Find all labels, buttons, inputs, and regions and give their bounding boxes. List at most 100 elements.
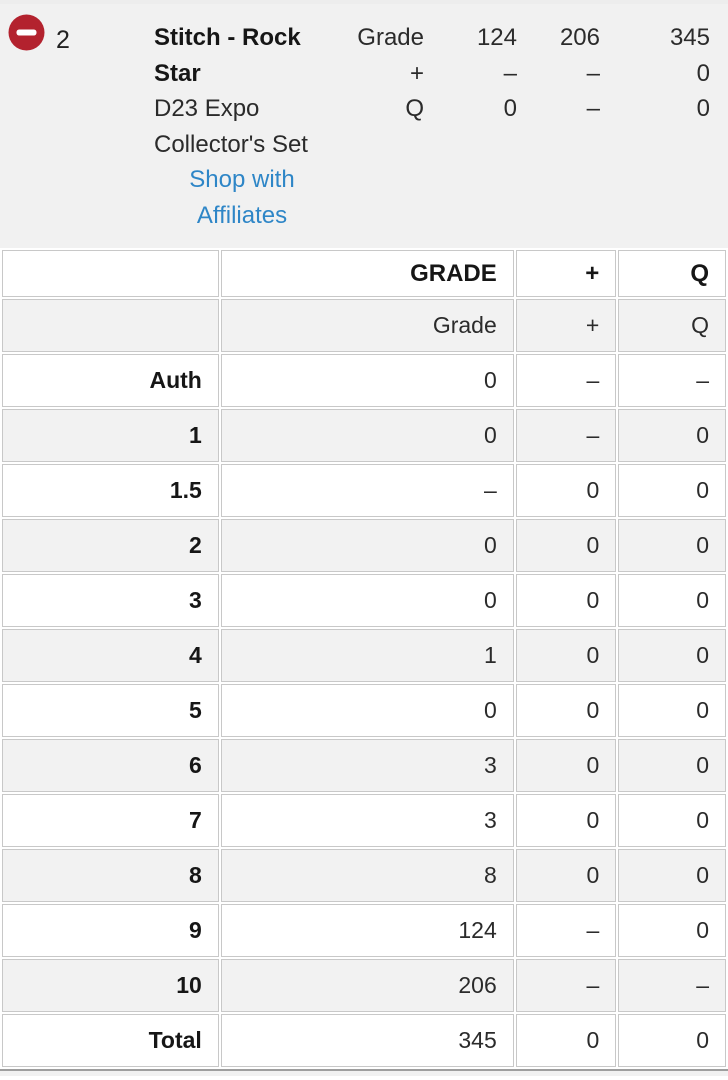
summary-column: 345 0 0 (600, 20, 710, 233)
plus-count-cell: – (515, 354, 617, 407)
q-count-cell: 0 (618, 629, 726, 682)
plus-column-header: + (515, 250, 617, 297)
q-count-cell: 0 (618, 519, 726, 572)
grade-count-cell: 0 (220, 409, 514, 462)
table-row: 6 3 0 0 (2, 739, 726, 792)
summary-q-value: 0 (503, 95, 517, 122)
plus-count-cell: 0 (515, 849, 617, 902)
grade-count-cell: 1 (220, 629, 514, 682)
table-row: 5 0 0 0 (2, 684, 726, 737)
plus-count-cell: 0 (515, 574, 617, 627)
table-row: 8 8 0 0 (2, 849, 726, 902)
grade-count-cell: 8 (220, 849, 514, 902)
grade-label-cell: 9 (2, 904, 219, 957)
summary-plus-value: + (409, 59, 424, 87)
table-row: Total 345 0 0 (2, 1014, 726, 1067)
grade-count-cell: 0 (220, 574, 514, 627)
grade-label-cell: 5 (2, 684, 219, 737)
plus-count-cell: – (515, 959, 617, 1012)
q-count-cell: 0 (618, 1014, 726, 1067)
collapse-row-icon[interactable] (8, 14, 45, 51)
plus-count-cell: 0 (515, 1014, 617, 1067)
table-row: 10 206 – – (2, 959, 726, 1012)
plus-count-cell: 0 (515, 739, 617, 792)
table-row: Auth 0 – – (2, 354, 726, 407)
table-row: 2 0 0 0 (2, 519, 726, 572)
grade-count-cell: 206 (220, 959, 514, 1012)
summary-q-value: 0 (696, 95, 710, 122)
plus-count-cell: 0 (515, 464, 617, 517)
grade-label-cell: 3 (2, 574, 219, 627)
summary-plus-value: – (586, 59, 600, 87)
q-count-cell: 0 (618, 849, 726, 902)
table-row: 3 0 0 0 (2, 574, 726, 627)
grade-count-cell: 124 (220, 904, 514, 957)
grade-label-cell: 8 (2, 849, 219, 902)
item-title-block: Stitch - Rock Star D23 Expo Collector's … (154, 20, 330, 233)
q-column-header: Q (618, 250, 726, 297)
table-header-row: GRADE + Q (2, 250, 726, 297)
summary-column: 124 – 0 (424, 20, 517, 233)
page-bottom-strip (0, 1071, 728, 1076)
summary-column-header: 345 (669, 24, 710, 51)
item-summary-row: 2 Stitch - Rock Star D23 Expo Collector'… (0, 0, 728, 248)
q-count-cell: 0 (618, 574, 726, 627)
shop-with-affiliates-link[interactable]: Shop with Affiliates (189, 166, 295, 229)
item-title: Stitch - Rock Star (154, 24, 301, 87)
summary-plus-value: – (503, 59, 517, 87)
grade-label-cell: 1.5 (2, 464, 219, 517)
corner-header-cell (2, 250, 219, 297)
grade-label-cell: 1 (2, 409, 219, 462)
plus-count-cell: – (515, 409, 617, 462)
summary-grid: Stitch - Rock Star D23 Expo Collector's … (0, 4, 728, 233)
summary-q-value: – (586, 95, 600, 122)
summary-column-header: 124 (476, 24, 517, 51)
grade-population-table: GRADE + Q Grade + Q Auth 0 – – 1 0 – 0 1… (0, 248, 728, 1071)
grade-count-cell: 3 (220, 794, 514, 847)
grade-label-cell: Auth (2, 354, 219, 407)
summary-column: Grade + Q (330, 20, 424, 233)
item-subtitle: D23 Expo Collector's Set (154, 95, 308, 158)
grade-label-cell: 2 (2, 519, 219, 572)
table-body: Grade + Q Auth 0 – – 1 0 – 0 1.5 – 0 0 2… (2, 299, 726, 1067)
summary-column: 206 – – (517, 20, 600, 233)
q-count-cell: 0 (618, 739, 726, 792)
grade-count-cell: 3 (220, 739, 514, 792)
plus-count-cell: 0 (515, 519, 617, 572)
q-count-cell: Q (618, 299, 726, 352)
grade-label-cell: Total (2, 1014, 219, 1067)
grade-count-cell: Grade (220, 299, 514, 352)
grade-label-cell: 6 (2, 739, 219, 792)
plus-count-cell: 0 (515, 794, 617, 847)
plus-count-cell: 0 (515, 684, 617, 737)
table-row: 9 124 – 0 (2, 904, 726, 957)
plus-count-cell: – (515, 904, 617, 957)
q-count-cell: 0 (618, 684, 726, 737)
item-rank: 2 (56, 26, 70, 54)
q-count-cell: 0 (618, 409, 726, 462)
summary-plus-value: 0 (696, 59, 710, 87)
summary-q-value: Q (405, 95, 424, 122)
summary-column-header: 206 (559, 24, 600, 51)
grade-count-cell: 0 (220, 684, 514, 737)
grade-count-cell: – (220, 464, 514, 517)
grade-count-cell: 345 (220, 1014, 514, 1067)
grade-label-cell: 4 (2, 629, 219, 682)
table-row: Grade + Q (2, 299, 726, 352)
q-count-cell: 0 (618, 464, 726, 517)
grade-label-cell: 7 (2, 794, 219, 847)
table-row: 1.5 – 0 0 (2, 464, 726, 517)
grade-count-cell: 0 (220, 354, 514, 407)
table-row: 1 0 – 0 (2, 409, 726, 462)
q-count-cell: – (618, 354, 726, 407)
grade-column-header: GRADE (220, 250, 514, 297)
q-count-cell: 0 (618, 794, 726, 847)
grade-label-cell (2, 299, 219, 352)
summary-column-header: Grade (357, 24, 424, 51)
q-count-cell: 0 (618, 904, 726, 957)
table-row: 4 1 0 0 (2, 629, 726, 682)
grade-label-cell: 10 (2, 959, 219, 1012)
q-count-cell: – (618, 959, 726, 1012)
plus-count-cell: + (515, 299, 617, 352)
